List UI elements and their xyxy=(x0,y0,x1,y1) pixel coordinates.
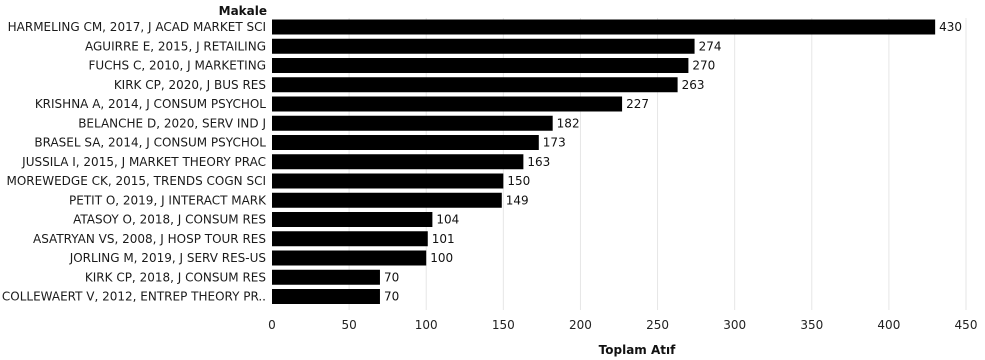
dimension-header: Makale xyxy=(219,4,267,18)
category-label: KRISHNA A, 2014, J CONSUM PSYCHOL xyxy=(35,97,266,111)
category-label: JORLING M, 2019, J SERV RES-US xyxy=(69,251,266,265)
value-label: 227 xyxy=(626,97,649,111)
bar xyxy=(272,77,678,93)
category-labels: HARMELING CM, 2017, J ACAD MARKET SCI AGU… xyxy=(2,20,267,304)
category-label: JUSSILA I, 2015, J MARKET THEORY PRAC xyxy=(21,155,266,169)
x-tick-label: 350 xyxy=(800,318,823,332)
value-label: 100 xyxy=(430,251,453,265)
x-tick-label: 400 xyxy=(877,318,900,332)
bar xyxy=(272,96,623,112)
value-label: 163 xyxy=(527,155,550,169)
x-axis-title: Toplam Atıf xyxy=(599,343,676,357)
x-tick-label: 450 xyxy=(955,318,978,332)
x-tick-label: 150 xyxy=(492,318,515,332)
value-label: 101 xyxy=(432,232,455,246)
value-label: 173 xyxy=(543,136,566,150)
bar xyxy=(272,115,553,131)
x-tick-label: 100 xyxy=(415,318,438,332)
category-label: BRASEL SA, 2014, J CONSUM PSYCHOL xyxy=(34,136,266,150)
bar xyxy=(272,212,433,227)
category-label: KIRK CP, 2018, J CONSUM RES xyxy=(85,270,266,284)
x-tick-label: 200 xyxy=(569,318,592,332)
bar xyxy=(272,269,380,285)
x-tick-label: 50 xyxy=(341,318,356,332)
category-label: ASATRYAN VS, 2008, J HOSP TOUR RES xyxy=(33,232,266,246)
category-label: BELANCHE D, 2020, SERV IND J xyxy=(78,116,266,130)
bar xyxy=(272,250,427,266)
value-label: 274 xyxy=(699,39,722,53)
category-label: COLLEWAERT V, 2012, ENTREP THEORY PR.. xyxy=(2,290,266,304)
category-label: HARMELING CM, 2017, J ACAD MARKET SCI xyxy=(8,20,266,34)
value-labels: 430 274 270 263 227 182 173 163 150 149 104 101 100 7… xyxy=(384,20,962,304)
bar xyxy=(272,38,695,54)
category-label: AGUIRRE E, 2015, J RETAILING xyxy=(85,39,266,53)
bar xyxy=(272,192,502,208)
bar xyxy=(272,135,539,150)
value-label: 70 xyxy=(384,270,399,284)
value-label: 270 xyxy=(692,59,715,73)
value-label: 430 xyxy=(939,20,962,34)
x-axis-ticks: 0 50 100 150 200 250 300 350 400 450 xyxy=(268,318,977,332)
bar xyxy=(272,173,504,189)
value-label: 149 xyxy=(506,193,529,207)
bar xyxy=(272,231,428,247)
category-label: ATASOY O, 2018, J CONSUM RES xyxy=(73,213,266,227)
x-tick-label: 0 xyxy=(268,318,276,332)
value-label: 70 xyxy=(384,290,399,304)
bar xyxy=(272,154,524,170)
value-label: 150 xyxy=(507,174,530,188)
category-label: PETIT O, 2019, J INTERACT MARK xyxy=(69,193,267,207)
category-label: MOREWEDGE CK, 2015, TRENDS COGN SCI xyxy=(7,174,267,188)
value-label: 263 xyxy=(682,78,705,92)
value-label: 182 xyxy=(557,116,580,130)
bars xyxy=(272,19,936,304)
category-label: KIRK CP, 2020, J BUS RES xyxy=(114,78,266,92)
value-label: 104 xyxy=(436,213,459,227)
bar xyxy=(272,58,689,73)
x-tick-label: 300 xyxy=(723,318,746,332)
bar xyxy=(272,19,936,35)
category-label: FUCHS C, 2010, J MARKETING xyxy=(88,59,266,73)
x-tick-label: 250 xyxy=(646,318,669,332)
bar xyxy=(272,289,380,304)
